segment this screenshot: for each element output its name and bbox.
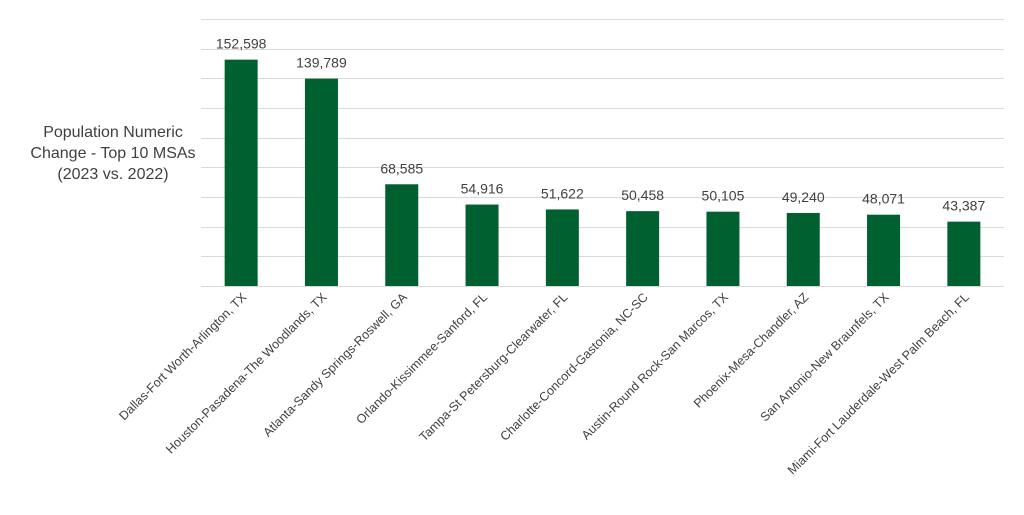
x-tick-label: Tampa-St Petersburg-Clearwater, FL [417, 290, 571, 444]
y-axis-title-line-1: Population Numeric [43, 124, 183, 141]
bar [867, 214, 901, 286]
x-tick-label: Charlotte-Concord-Gastonia, NC-SC [497, 290, 650, 443]
x-tick-label: San Antonio-New Braunfels, TX [758, 290, 893, 425]
bar [385, 184, 419, 286]
data-label: 152,598 [216, 36, 267, 52]
data-label: 48,071 [862, 191, 905, 207]
data-label: 43,387 [942, 198, 985, 214]
x-tick-label: Austin-Round Rock-San Marcos, TX [579, 290, 732, 443]
x-tick-label: Miami-Fort Lauderdale-West Palm Beach, F… [785, 290, 972, 477]
bar [786, 212, 820, 286]
data-label: 139,789 [296, 55, 347, 71]
data-label: 49,240 [782, 189, 825, 205]
bar [465, 204, 499, 286]
bar [626, 211, 660, 286]
bar [224, 59, 258, 286]
bar [545, 209, 579, 286]
data-label: 54,916 [461, 181, 504, 197]
y-axis-title-line-3: (2023 vs. 2022) [57, 166, 169, 183]
bar [706, 211, 740, 286]
data-label: 50,458 [621, 187, 664, 203]
y-axis-title-line-2: Change - Top 10 MSAs [30, 145, 196, 162]
data-label: 68,585 [380, 160, 423, 176]
data-label: 50,105 [702, 188, 745, 204]
x-tick-label: Dallas-Fort Worth-Arlington, TX [116, 290, 249, 423]
bar [304, 78, 338, 286]
x-tick-label: Atlanta-Sandy Springs-Roswell, GA [260, 290, 410, 440]
x-tick-label: Orlando-Kissimmee-Sanford, FL [354, 290, 491, 427]
x-tick-label: Houston-Pasadena-The Woodlands, TX [163, 290, 330, 457]
data-label: 51,622 [541, 185, 584, 201]
bar [947, 221, 981, 286]
y-axis-title: Population Numeric Change - Top 10 MSAs … [18, 122, 208, 185]
